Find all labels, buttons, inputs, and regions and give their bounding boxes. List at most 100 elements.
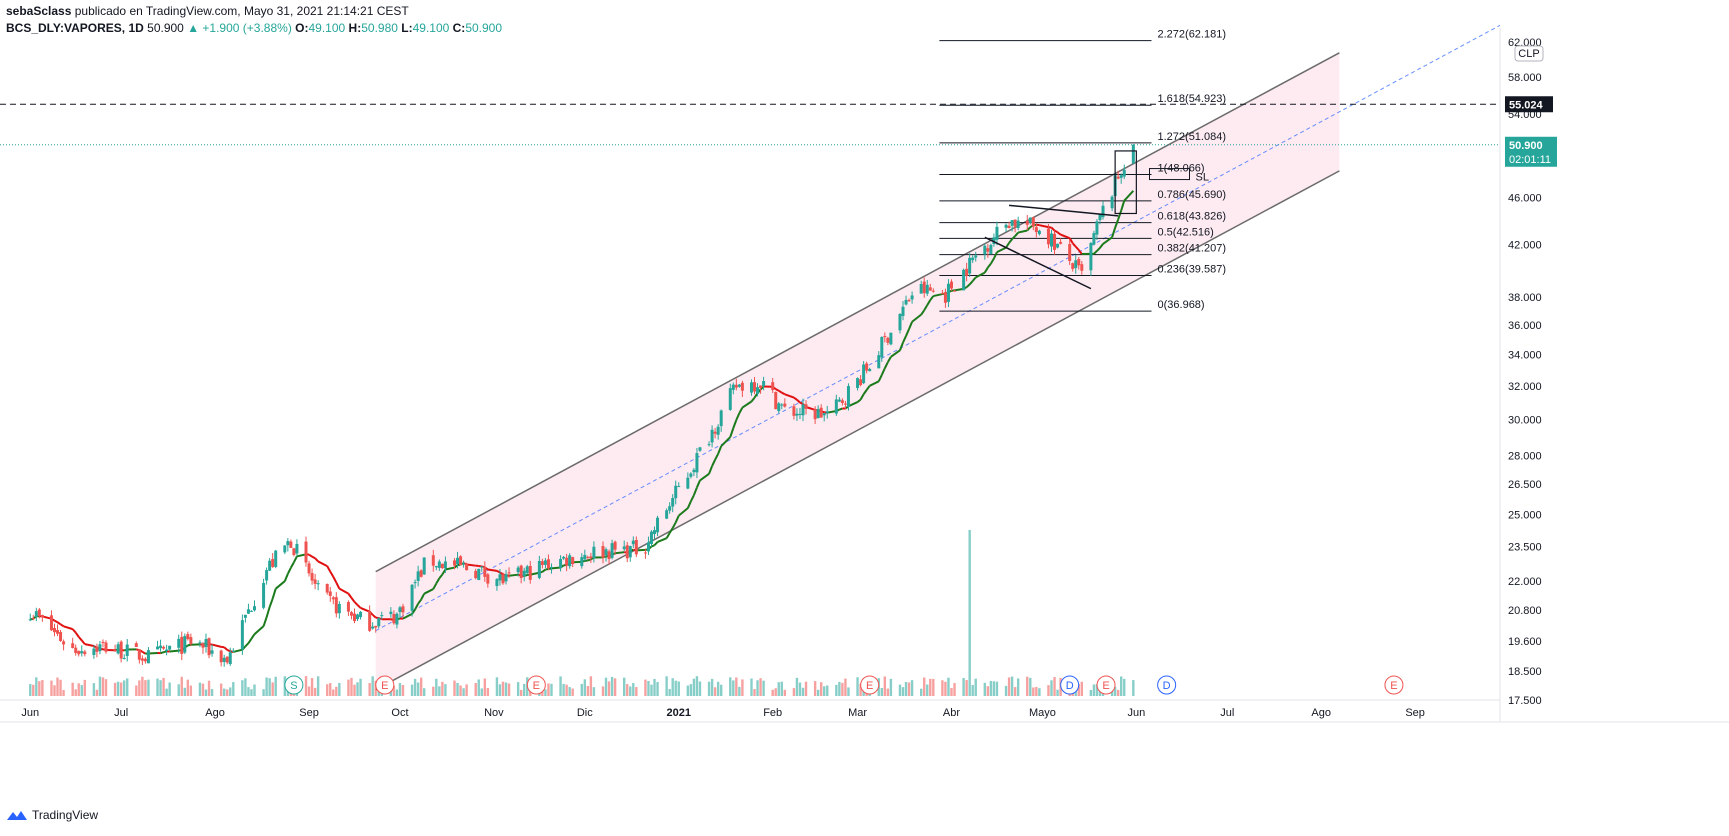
volume-bar [1074, 689, 1077, 696]
volume-bar [795, 677, 799, 696]
volume-bar [516, 682, 520, 696]
ma-segment [793, 396, 798, 401]
candle-body [634, 539, 638, 555]
ma-segment [741, 400, 753, 409]
volume-bar [729, 677, 732, 696]
ma-segment [332, 576, 338, 583]
candle-body [246, 609, 250, 614]
last-price: 50.900 [147, 21, 184, 35]
candle [604, 547, 608, 562]
x-tick-label: Abr [943, 707, 960, 719]
candle-body [419, 570, 423, 577]
ma-segment [1008, 238, 1013, 244]
event-marker-e[interactable]: E [860, 675, 880, 695]
y-tick-label: 46.000 [1508, 192, 1542, 204]
ma-segment [636, 548, 646, 552]
volume-bar [83, 679, 86, 696]
candle-body [583, 554, 587, 560]
volume-bar [165, 688, 168, 696]
candle [210, 644, 214, 657]
candle-body [656, 517, 660, 533]
candle-body [953, 290, 957, 292]
ma-segment [699, 472, 710, 482]
ma-segment [432, 582, 438, 590]
y-tick-label: 25.000 [1508, 510, 1542, 522]
event-marker-e[interactable]: E [526, 675, 546, 695]
volume-bar [495, 677, 499, 696]
tradingview-brand[interactable]: TradingView [6, 808, 98, 822]
y-tick-label: 22.000 [1508, 576, 1542, 588]
volume-bar [453, 680, 456, 696]
candle-body [486, 574, 490, 584]
volume-bar [971, 685, 974, 696]
candle [965, 262, 969, 282]
event-marker-d[interactable]: D [1157, 675, 1177, 695]
candle [292, 547, 296, 557]
symbol-name[interactable]: BCS_DLY:VAPORES, 1D [6, 21, 144, 35]
volume-bar [883, 676, 887, 696]
candle [434, 565, 438, 571]
ma-segment [1099, 243, 1104, 249]
candle-body [456, 557, 460, 565]
ma-segment [856, 398, 862, 403]
ma-segment [1117, 210, 1123, 220]
candle-body [686, 477, 690, 489]
candle-body [483, 566, 487, 577]
ma-segment [880, 367, 886, 376]
candle-body [143, 658, 147, 662]
ma-segment [496, 569, 501, 574]
ma-segment [696, 479, 701, 488]
volume-bar [104, 679, 108, 696]
candle-body [477, 568, 481, 581]
author-name[interactable]: sebaSclass [6, 4, 72, 18]
volume-bar [465, 684, 468, 696]
candle [859, 375, 863, 387]
ma-segment [338, 587, 349, 595]
candle-body [228, 652, 232, 665]
candle [1007, 221, 1011, 229]
candle-body [1071, 263, 1075, 269]
candle [713, 427, 717, 439]
candle-body [825, 411, 829, 413]
candle [822, 413, 826, 422]
event-marker-e[interactable]: E [1096, 675, 1116, 695]
candle [625, 542, 629, 563]
event-marker-d[interactable]: D [1060, 675, 1080, 695]
volume-bar [686, 685, 690, 696]
ma-segment [417, 598, 422, 605]
ma-segment [665, 532, 671, 539]
candle [792, 403, 796, 420]
candle-body [698, 447, 702, 451]
volume-bar [229, 687, 232, 696]
candle [368, 605, 372, 632]
ma-segment [674, 515, 680, 523]
ma-segment [317, 560, 328, 567]
volume-bar [783, 689, 787, 696]
candle [219, 649, 223, 667]
candle [49, 610, 53, 631]
low-value: 49.100 [412, 21, 450, 35]
event-marker-e[interactable]: E [1384, 675, 1404, 695]
volume-bar [750, 678, 753, 696]
candle-body [792, 406, 796, 416]
event-marker-e[interactable]: E [375, 675, 395, 695]
candle-body [359, 611, 363, 618]
volume-bar [1004, 685, 1008, 696]
volume-bar [486, 687, 490, 696]
candle-body [380, 615, 384, 617]
ma-segment [738, 407, 744, 414]
close-label: C: [452, 21, 466, 35]
candle-body [753, 382, 757, 392]
volume-bar [116, 681, 120, 696]
volume-bar [753, 689, 756, 696]
ma-segment [423, 588, 434, 595]
candle [101, 639, 105, 648]
candle-body [186, 634, 190, 640]
volume-bar [392, 685, 396, 696]
volume-bar [368, 683, 371, 696]
candle [177, 634, 181, 654]
volume-bar [665, 676, 668, 696]
event-marker-s[interactable]: S [284, 675, 304, 695]
y-tick-label: 26.500 [1508, 479, 1542, 491]
